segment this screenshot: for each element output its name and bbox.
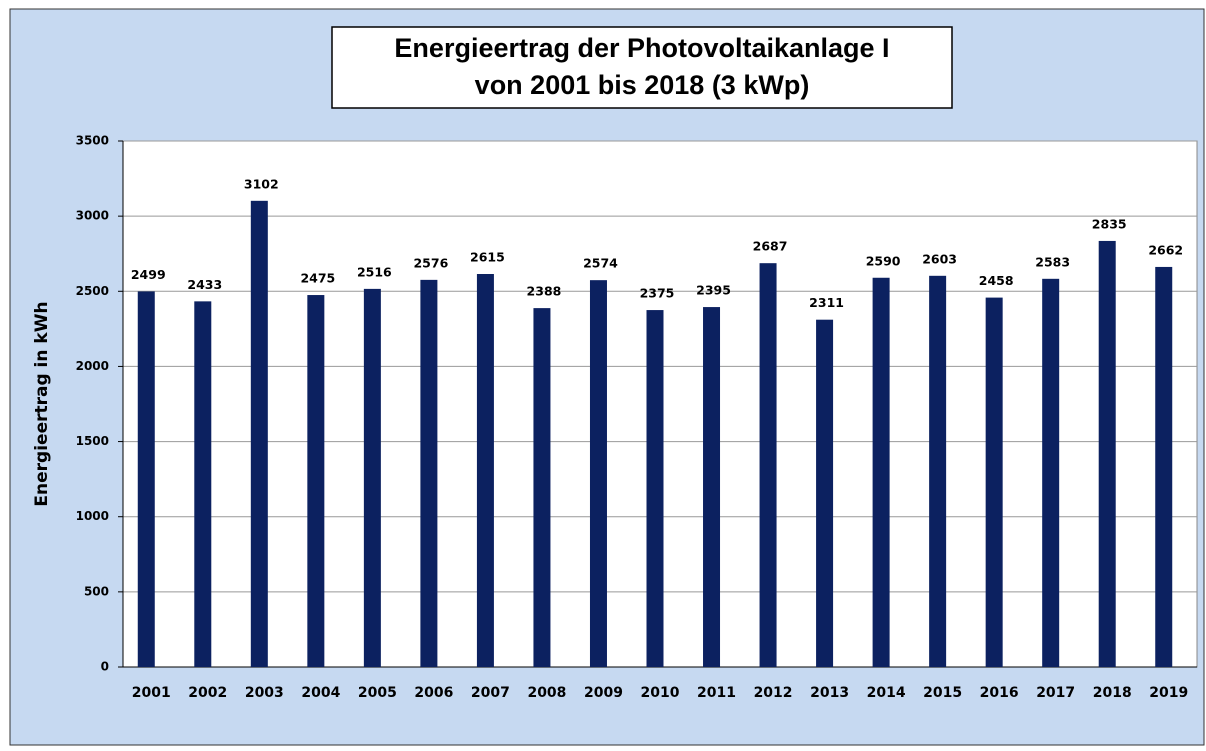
data-label: 2583 xyxy=(1035,254,1070,269)
bar xyxy=(363,288,381,667)
x-tick-label: 2008 xyxy=(527,685,566,701)
bar xyxy=(703,307,721,667)
y-tick-label: 0 xyxy=(101,660,109,674)
bar xyxy=(137,291,155,667)
bar xyxy=(250,200,268,667)
bar xyxy=(589,280,607,667)
bar xyxy=(476,274,494,667)
x-tick-label: 2018 xyxy=(1093,685,1132,701)
data-label: 2311 xyxy=(809,295,844,310)
data-label: 2395 xyxy=(696,283,731,298)
data-label: 2615 xyxy=(470,250,505,265)
y-tick-label: 1000 xyxy=(76,509,109,523)
bar xyxy=(1042,278,1060,667)
x-tick-label: 2004 xyxy=(301,685,340,701)
y-tick-label: 3000 xyxy=(76,209,109,223)
y-tick-label: 2000 xyxy=(76,359,109,373)
y-axis-label: Energieertrag in kWh xyxy=(32,301,52,506)
data-label: 2388 xyxy=(527,284,562,299)
x-tick-label: 2005 xyxy=(358,685,397,701)
x-tick-label: 2019 xyxy=(1149,685,1188,701)
bar xyxy=(307,295,325,667)
bar xyxy=(759,263,777,667)
bar xyxy=(985,297,1003,667)
x-tick-label: 2017 xyxy=(1036,685,1075,701)
title-box xyxy=(331,26,953,109)
chart-title: von 2001 bis 2018 (3 kWp) xyxy=(475,70,810,100)
data-label: 2603 xyxy=(922,251,957,266)
data-label: 2662 xyxy=(1148,242,1183,257)
bar xyxy=(1155,266,1173,667)
bar xyxy=(420,279,438,667)
data-label: 2687 xyxy=(753,239,788,254)
x-tick-label: 2011 xyxy=(697,685,736,701)
x-tick-label: 2003 xyxy=(245,685,284,701)
bar xyxy=(194,301,212,667)
data-label: 2375 xyxy=(640,286,675,301)
data-label: 3102 xyxy=(244,176,279,191)
x-tick-label: 2014 xyxy=(867,685,906,701)
bar xyxy=(872,277,890,667)
y-tick-label: 2500 xyxy=(76,284,109,298)
bar xyxy=(533,308,551,667)
x-tick-label: 2016 xyxy=(980,685,1019,701)
x-tick-label: 2012 xyxy=(754,685,793,701)
data-label: 2574 xyxy=(583,256,618,271)
x-tick-label: 2009 xyxy=(584,685,623,701)
data-label: 2576 xyxy=(413,255,448,270)
x-tick-label: 2001 xyxy=(132,685,171,701)
bar xyxy=(646,310,664,667)
data-label: 2516 xyxy=(357,264,392,279)
y-tick-label: 1500 xyxy=(76,434,109,448)
data-label: 2458 xyxy=(979,273,1014,288)
x-tick-label: 2007 xyxy=(471,685,510,701)
bar xyxy=(1098,240,1116,667)
x-tick-label: 2002 xyxy=(188,685,227,701)
chart-title: Energieertrag der Photovoltaikanlage I xyxy=(394,33,889,63)
y-tick-label: 500 xyxy=(84,584,109,598)
data-label: 2590 xyxy=(866,253,901,268)
x-tick-label: 2006 xyxy=(414,685,453,701)
x-tick-label: 2010 xyxy=(641,685,680,701)
bar xyxy=(929,275,947,667)
data-label: 2475 xyxy=(300,271,335,286)
bar xyxy=(816,319,834,667)
data-label: 2499 xyxy=(131,267,166,282)
y-tick-label: 3500 xyxy=(76,134,109,148)
data-label: 2835 xyxy=(1092,216,1127,231)
x-tick-label: 2013 xyxy=(810,685,849,701)
data-label: 2433 xyxy=(187,277,222,292)
x-tick-label: 2015 xyxy=(923,685,962,701)
